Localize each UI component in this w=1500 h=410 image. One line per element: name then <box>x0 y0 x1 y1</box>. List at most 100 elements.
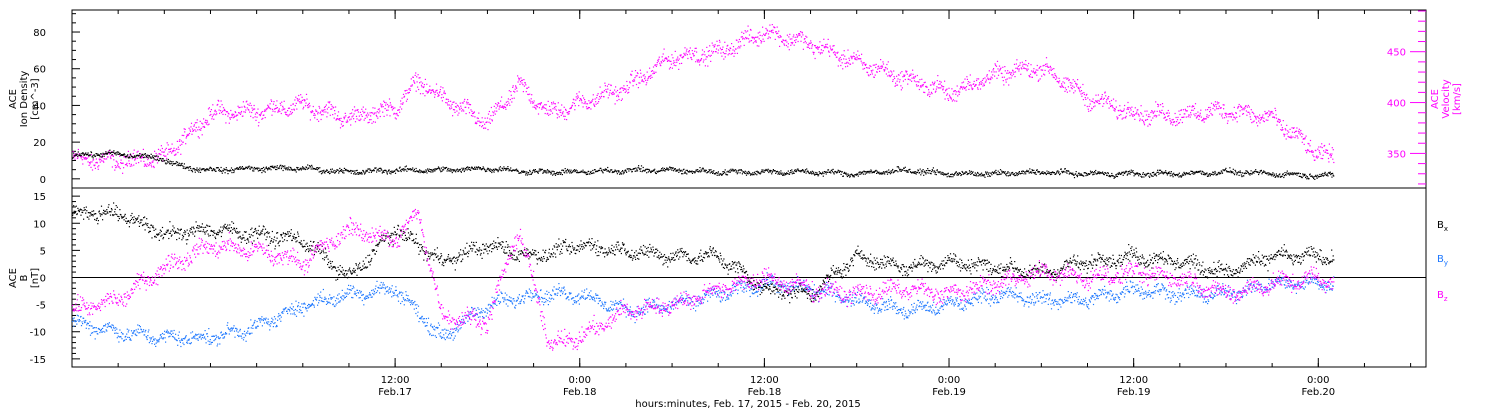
data-point <box>660 169 662 171</box>
data-point <box>1088 110 1090 112</box>
data-point <box>445 166 448 169</box>
data-point <box>1089 103 1091 105</box>
data-point <box>540 168 542 170</box>
data-point <box>657 60 659 62</box>
data-point <box>1149 116 1151 118</box>
data-point <box>921 84 923 86</box>
data-point <box>598 98 600 100</box>
data-point <box>1001 172 1003 174</box>
data-point <box>102 160 104 162</box>
data-point <box>683 168 685 170</box>
data-point <box>1088 105 1090 107</box>
data-point <box>1212 171 1214 173</box>
data-point <box>1037 80 1039 82</box>
data-point <box>919 172 921 174</box>
data-point <box>362 106 364 108</box>
data-point <box>352 170 354 172</box>
data-point <box>1304 173 1306 175</box>
data-point <box>251 111 253 114</box>
data-point <box>829 55 831 57</box>
data-point <box>1201 119 1203 122</box>
data-point <box>269 165 272 168</box>
data-point <box>1015 63 1017 65</box>
data-point <box>139 157 141 159</box>
data-point <box>658 170 660 172</box>
data-point <box>120 154 122 157</box>
data-point <box>862 173 864 175</box>
data-point <box>625 90 627 92</box>
data-point <box>1251 122 1253 124</box>
data-point <box>1284 172 1286 174</box>
data-point <box>412 167 414 169</box>
data-point <box>557 173 559 175</box>
data-point <box>765 168 767 171</box>
data-point <box>399 111 401 113</box>
data-point <box>144 163 146 165</box>
data-point <box>1091 108 1093 110</box>
data-point <box>1021 61 1023 63</box>
data-point <box>690 57 692 59</box>
data-point <box>1072 79 1074 81</box>
data-point <box>755 170 757 173</box>
data-point <box>704 65 706 67</box>
data-point <box>586 108 588 110</box>
data-point <box>1299 134 1301 136</box>
data-point <box>1020 73 1022 75</box>
data-point <box>716 172 718 174</box>
data-point <box>1134 173 1136 175</box>
data-point <box>982 175 984 177</box>
data-point <box>1217 173 1219 175</box>
data-point <box>420 84 423 86</box>
data-point <box>1157 171 1159 173</box>
data-point <box>662 167 664 169</box>
data-point <box>565 108 567 110</box>
data-point <box>207 108 210 110</box>
data-point <box>625 88 627 90</box>
data-point <box>369 112 371 114</box>
data-point <box>1312 176 1314 178</box>
data-point <box>710 54 712 56</box>
data-point <box>448 100 450 102</box>
data-point <box>440 171 442 173</box>
data-point <box>962 81 965 83</box>
data-point <box>1079 91 1081 93</box>
data-point <box>970 170 972 172</box>
data-point <box>728 49 730 51</box>
data-point <box>1048 66 1050 68</box>
data-point <box>1094 100 1097 102</box>
data-point <box>774 170 776 172</box>
data-point <box>99 154 101 157</box>
data-point <box>567 170 569 172</box>
data-point <box>952 93 954 95</box>
data-point <box>150 162 152 164</box>
data-point <box>135 156 137 158</box>
data-point <box>976 175 978 177</box>
data-point <box>707 65 709 67</box>
data-point <box>1010 173 1012 175</box>
data-point <box>150 164 152 166</box>
data-point <box>1228 116 1230 118</box>
data-point <box>547 112 549 114</box>
data-point <box>995 169 997 171</box>
data-point <box>221 104 223 106</box>
data-point <box>1182 116 1184 118</box>
data-point <box>1240 172 1242 174</box>
data-point <box>1282 173 1284 175</box>
data-point <box>474 166 476 168</box>
data-point <box>313 114 315 116</box>
data-point <box>606 91 608 93</box>
data-point <box>868 170 870 172</box>
data-point <box>162 160 164 162</box>
data-point <box>673 64 675 66</box>
data-point <box>557 114 559 116</box>
data-point <box>1231 172 1233 174</box>
data-point <box>1087 97 1089 99</box>
data-point <box>1042 69 1044 71</box>
data-point <box>788 36 790 38</box>
data-point <box>854 58 856 60</box>
data-point <box>1126 108 1128 110</box>
data-point <box>708 169 710 171</box>
data-point <box>545 171 547 173</box>
data-point <box>402 169 404 171</box>
data-point <box>650 70 653 72</box>
